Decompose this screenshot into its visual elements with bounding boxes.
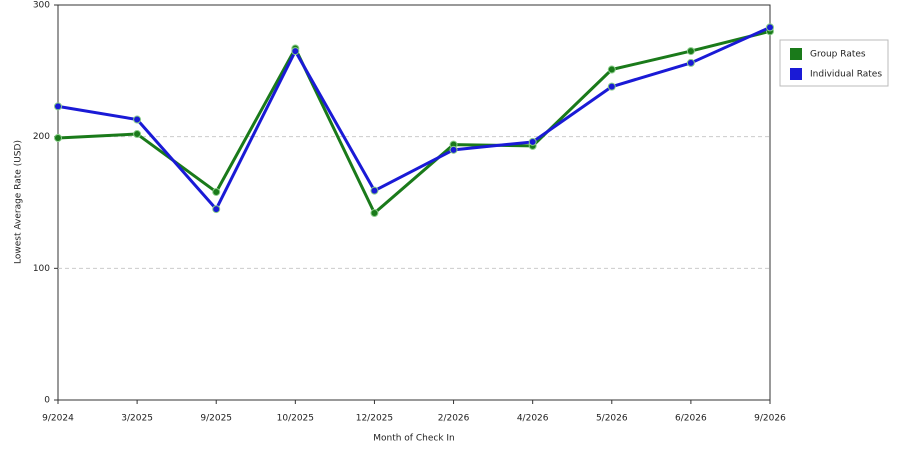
- data-point: [449, 145, 458, 154]
- x-tick-label: 5/2026: [596, 414, 628, 424]
- x-tick-label: 10/2025: [277, 414, 314, 424]
- y-tick-label: 100: [33, 264, 50, 274]
- x-tick-label: 6/2026: [675, 414, 707, 424]
- data-point: [686, 47, 695, 56]
- data-point: [607, 65, 616, 74]
- legend-swatch: [790, 68, 802, 80]
- data-point: [528, 137, 537, 146]
- x-tick-label: 12/2025: [356, 414, 393, 424]
- data-point: [686, 58, 695, 67]
- x-tick-label: 2/2026: [438, 414, 470, 424]
- data-point: [54, 102, 62, 111]
- legend-swatch: [790, 48, 802, 60]
- data-point: [766, 23, 774, 32]
- x-tick-label: 9/2026: [754, 414, 786, 424]
- data-point: [54, 133, 62, 142]
- legend-label: Individual Rates: [810, 70, 882, 80]
- plot-area: [57, 4, 771, 401]
- data-point: [607, 82, 616, 91]
- data-point: [291, 47, 300, 56]
- y-tick-label: 300: [33, 1, 50, 11]
- data-point: [370, 209, 379, 218]
- x-tick-label: 4/2026: [517, 414, 549, 424]
- x-tick-label: 3/2025: [121, 414, 153, 424]
- y-tick-label: 200: [33, 132, 50, 142]
- x-tick-label: 9/2025: [200, 414, 232, 424]
- x-tick-label: 9/2024: [42, 414, 74, 424]
- data-point: [370, 186, 379, 195]
- data-point: [133, 115, 142, 124]
- y-axis-label: Lowest Average Rate (USD): [14, 140, 24, 264]
- legend-label: Group Rates: [810, 50, 866, 60]
- y-tick-label: 0: [44, 396, 50, 406]
- data-point: [212, 205, 221, 214]
- data-point: [212, 187, 221, 196]
- series-line: [57, 26, 771, 211]
- x-axis-label: Month of Check In: [373, 434, 455, 444]
- data-point: [133, 130, 142, 139]
